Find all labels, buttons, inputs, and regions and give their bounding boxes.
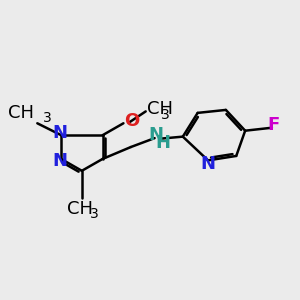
Text: 3: 3 (161, 108, 170, 122)
Text: N: N (52, 152, 67, 170)
Text: F: F (267, 116, 280, 134)
Text: CH: CH (147, 100, 173, 118)
Text: 3: 3 (43, 111, 51, 125)
Text: CH: CH (68, 200, 93, 218)
Text: 3: 3 (90, 207, 99, 221)
Text: N: N (148, 126, 164, 144)
Text: H: H (155, 134, 170, 152)
Text: O: O (124, 112, 139, 130)
Text: N: N (201, 155, 216, 173)
Text: CH: CH (8, 104, 34, 122)
Text: N: N (52, 124, 67, 142)
